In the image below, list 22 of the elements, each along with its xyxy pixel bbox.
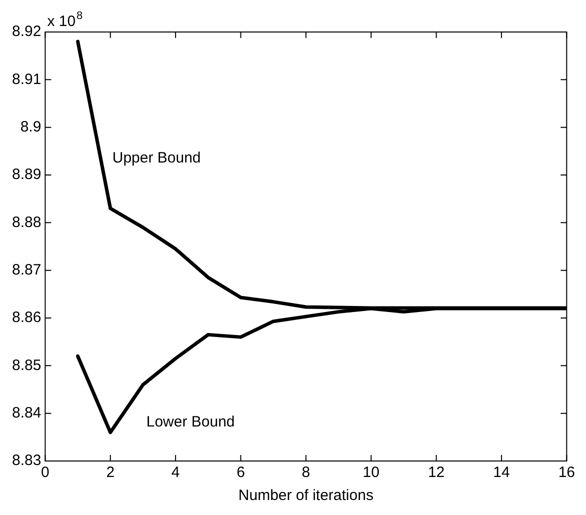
y-tick-label: 8.83 [12,452,42,470]
series-label: Upper Bound [112,150,201,167]
x-tick-label: 2 [106,464,115,482]
x-tick-label: 12 [428,464,445,482]
y-tick-label: 8.84 [12,404,42,422]
x-tick-label: 8 [302,464,310,482]
y-tick-label: 8.86 [12,309,42,326]
x-tick-label: 0 [41,464,50,482]
series-label: Lower Bound [146,414,235,431]
x-tick-label: 6 [236,464,245,482]
x-tick-label: 16 [558,464,575,482]
x-tick-label: 10 [362,464,380,482]
y-tick-label: 8.92 [12,23,42,40]
y-tick-label: 8.87 [12,261,42,278]
x-tick-label: 4 [171,464,180,482]
x-axis-title: Number of iterations [238,487,374,504]
y-tick-label: 8.89 [12,166,42,184]
y-tick-label: 8.85 [12,356,42,374]
x-tick-label: 14 [493,464,510,482]
y-tick-label: 8.9 [20,118,42,136]
y-tick-label: 8.91 [12,70,42,88]
y-tick-label: 8.88 [12,214,42,231]
